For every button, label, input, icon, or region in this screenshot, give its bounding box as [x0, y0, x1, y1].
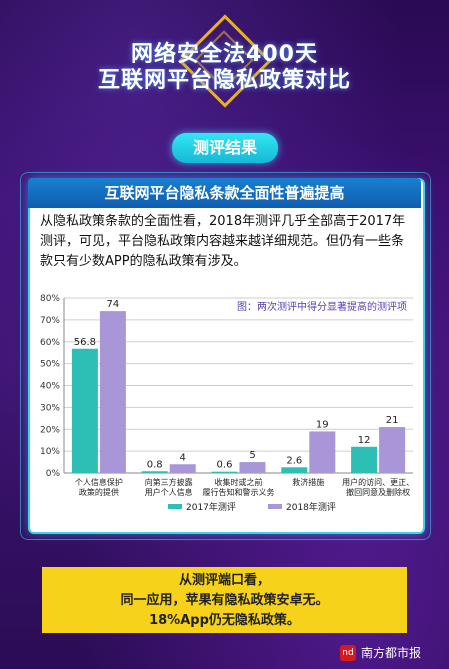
- bar-chart: 0% 10% 20% 30% 40% 50% 60% 70% 80% 图：两次测评中得分显著提高的…: [40, 294, 414, 513]
- bar-2018: [239, 462, 266, 473]
- bar-value-label: 0.8: [147, 459, 163, 470]
- bar-value-label: 19: [316, 419, 329, 430]
- category-label: 履行告知和警示义务: [203, 487, 275, 497]
- legend-label: 2017年测评: [186, 501, 236, 513]
- y-tick-label: 0%: [46, 469, 61, 479]
- bar-2017: [71, 348, 98, 473]
- page-title-line2: 互联网平台隐私政策对比: [97, 68, 351, 93]
- bar-value-label: 56.8: [74, 337, 96, 348]
- bar-value-label: 12: [358, 435, 371, 446]
- y-tick-label: 20%: [40, 425, 60, 435]
- y-tick-label: 80%: [40, 294, 60, 304]
- source-name: 南方都市报: [361, 646, 422, 660]
- bar-value-label: 5: [249, 450, 255, 461]
- bar-2018: [379, 427, 406, 473]
- legend-label: 2018年测评: [286, 501, 336, 513]
- section-tab: 测评结果: [172, 133, 278, 163]
- bar-2017: [211, 471, 238, 473]
- conclusion-line1: 从测评端口看，: [178, 573, 270, 588]
- chart-annotation: 图：两次测评中得分显著提高的测评项: [237, 300, 407, 313]
- y-tick-label: 30%: [40, 403, 60, 413]
- bar-2018: [169, 464, 196, 473]
- panel-subtitle: 互联网平台隐私条款全面性普遍提高: [28, 178, 421, 208]
- category-label: 收集时或之前: [215, 477, 263, 487]
- y-tick-label: 10%: [40, 447, 60, 457]
- bar-2018: [309, 431, 336, 473]
- bar-value-label: 0.6: [217, 460, 233, 471]
- bar-2017: [351, 446, 378, 473]
- bar-2018: [99, 311, 126, 473]
- bar-value-label: 21: [386, 415, 399, 426]
- conclusion-box: 从测评端口看， 同一应用，苹果有隐私政策安卓无。 18%App仍无隐私政策。: [42, 567, 407, 633]
- bar-value-label: 74: [107, 299, 120, 310]
- category-label: 用户个人信息: [145, 487, 193, 497]
- panel-paragraph: 从隐私政策条款的全面性看，2018年测评几乎全部高于2017年测评，可见，平台隐…: [40, 214, 406, 269]
- conclusion-line2: 同一应用，苹果有隐私政策安卓无。: [120, 593, 329, 608]
- y-tick-label: 40%: [40, 382, 60, 392]
- y-tick-label: 50%: [40, 360, 60, 370]
- legend-swatch: [268, 504, 282, 509]
- bar-value-label: 4: [180, 452, 186, 463]
- bar-value-label: 2.6: [286, 455, 302, 466]
- y-tick-label: 60%: [40, 338, 60, 348]
- panel-frame: [20, 172, 431, 540]
- y-tick-label: 70%: [40, 316, 60, 326]
- category-label: 向第三方披露: [145, 477, 193, 487]
- category-label: 个人信息保护: [75, 477, 123, 487]
- conclusion-line3: 18%App仍无隐私政策。: [149, 613, 300, 628]
- category-label: 用户的访问、更正、: [342, 477, 414, 487]
- category-label: 救济措施: [292, 477, 324, 487]
- newspaper-logo-icon: nd: [340, 644, 356, 661]
- legend-swatch: [168, 504, 182, 509]
- bar-2017: [281, 467, 308, 473]
- bar-2017: [141, 471, 168, 473]
- page-title-line1: 网络安全法400天: [131, 42, 318, 67]
- category-label: 政策的提供: [79, 487, 119, 497]
- source-badge: nd 南方都市报: [340, 644, 421, 661]
- category-label: 撤回同意及删除权: [346, 487, 410, 497]
